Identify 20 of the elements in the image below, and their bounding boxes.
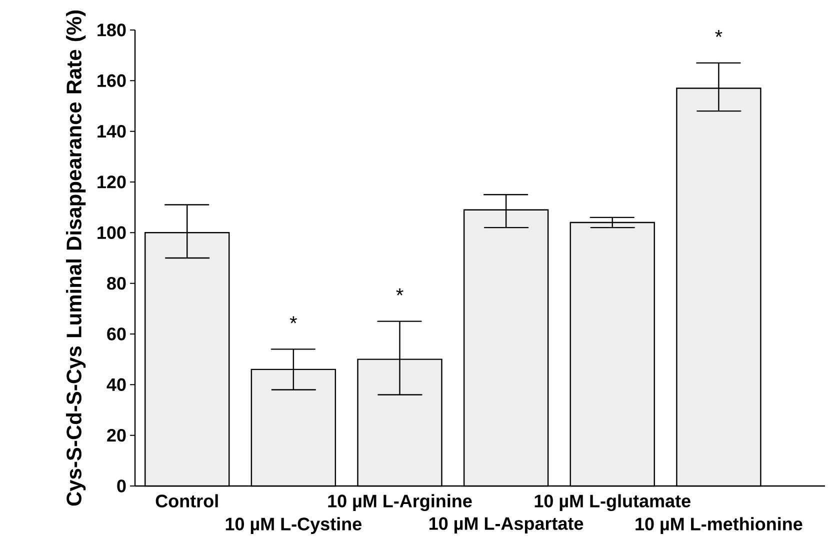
y-tick-label: 140 — [98, 124, 126, 138]
y-tick-label: 40 — [106, 378, 126, 392]
y-tick-label: 0 — [117, 480, 126, 492]
x-tick-label: 10 µM L-methionine — [636, 517, 802, 534]
y-tick-label: 180 — [98, 24, 126, 36]
data-label: * — [715, 30, 722, 37]
y-tick-label: 60 — [107, 328, 126, 340]
y-tick-label: 120 — [98, 176, 126, 188]
x-tick-label: Control — [156, 494, 218, 508]
x-tick-label: 10 µM L-glutamate — [534, 494, 690, 512]
data-label: * — [290, 316, 297, 324]
y-tick-label: 100 — [98, 226, 126, 240]
data-label: * — [396, 288, 404, 296]
y-axis-title: Cys-S-Cd-S-Cys Luminal Disappearance Rate (%) — [66, 10, 86, 506]
x-tick-label: 10 µM L-Aspartate — [429, 517, 584, 534]
y-tick-label: 20 — [107, 428, 126, 442]
x-tick-label: 10 µM L-Arginine — [328, 494, 472, 512]
y-tick-label: 80 — [107, 276, 126, 290]
y-tick-label: 160 — [98, 74, 126, 88]
x-tick-label: 10 µM L-Cystine — [226, 517, 362, 534]
